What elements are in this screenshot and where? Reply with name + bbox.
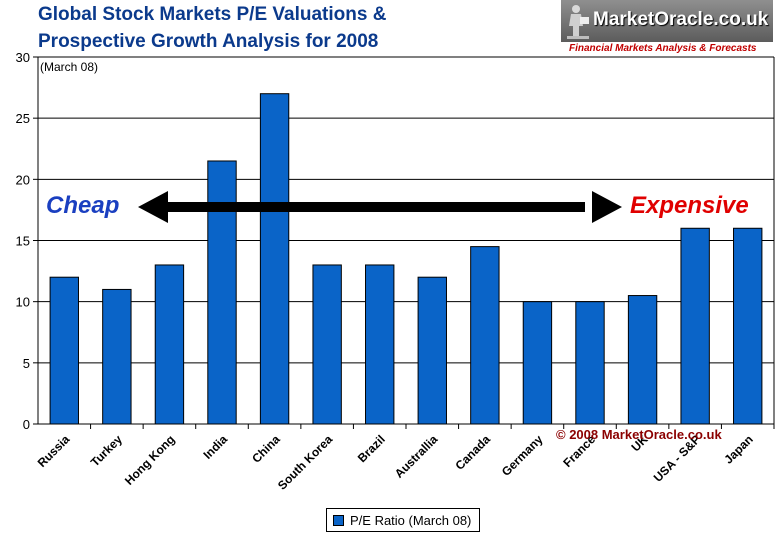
- logo-brand-text: MarketOracle.co.uk: [593, 9, 769, 30]
- x-tick-label: Japan: [721, 432, 755, 466]
- bar-hong-kong: [154, 264, 185, 425]
- y-tick-label: 30: [16, 50, 30, 65]
- bar-south-korea: [312, 264, 342, 425]
- bar-france: [575, 301, 605, 425]
- y-tick-label: 20: [16, 172, 30, 187]
- x-tick-label: India: [200, 432, 230, 462]
- bar-brazil: [365, 264, 395, 425]
- cheap-expensive-arrow: [138, 191, 622, 223]
- bar-china: [259, 93, 290, 425]
- y-tick-label: 25: [16, 111, 30, 126]
- x-tick-label: Australlia: [392, 432, 441, 481]
- x-tick-label: China: [249, 432, 283, 466]
- y-tick-labels: 0 5 10 15 20 25 30: [16, 50, 30, 432]
- chart-title-line-1: Global Stock Markets P/E Valuations &: [38, 4, 387, 25]
- bar-india: [207, 160, 237, 425]
- bars: [49, 93, 763, 425]
- x-tick-label: Hong Kong: [122, 432, 178, 488]
- y-tick-label: 15: [16, 234, 30, 249]
- x-tick-label: Russia: [35, 432, 73, 470]
- expensive-label: Expensive: [630, 192, 749, 219]
- legend-label: P/E Ratio (March 08): [350, 512, 472, 528]
- legend: P/E Ratio (March 08): [326, 508, 481, 532]
- chart-title-line-2: Prospective Growth Analysis for 2008: [38, 31, 379, 52]
- bar-uk: [627, 295, 658, 425]
- y-tick-label: 5: [23, 356, 30, 371]
- axes: [33, 56, 775, 429]
- legend-swatch: [333, 514, 344, 526]
- bar-turkey: [102, 288, 132, 425]
- y-tick-label: 0: [23, 417, 30, 432]
- bar-russia: [49, 276, 79, 425]
- bar-australlia: [417, 276, 447, 425]
- x-tick-label: Turkey: [88, 432, 125, 469]
- x-tick-label: Brazil: [355, 432, 388, 465]
- arrow-head-right: [592, 191, 622, 223]
- logo-banner: MarketOracle.co.uk: [561, 0, 773, 42]
- market-oracle-logo[interactable]: MarketOracle.co.uk Financial Markets Ana…: [561, 0, 773, 56]
- chart-subtitle: (March 08): [40, 60, 99, 74]
- cheap-label: Cheap: [46, 192, 120, 219]
- copyright-label: © 2008 MarketOracle.co.uk: [556, 427, 722, 442]
- logo-tagline: Financial Markets Analysis & Forecasts: [569, 43, 757, 54]
- bar-canada: [470, 246, 500, 425]
- x-tick-label: Germany: [499, 432, 546, 479]
- x-tick-label: South Korea: [275, 432, 336, 493]
- y-tick-label: 10: [16, 295, 30, 310]
- bar-japan: [733, 227, 763, 425]
- arrow-head-left: [138, 191, 168, 223]
- reading-figure-icon: [567, 5, 589, 39]
- bar-usa-s-p: [680, 227, 710, 425]
- x-tick-label: Canada: [452, 432, 493, 473]
- bar-germany: [522, 301, 553, 425]
